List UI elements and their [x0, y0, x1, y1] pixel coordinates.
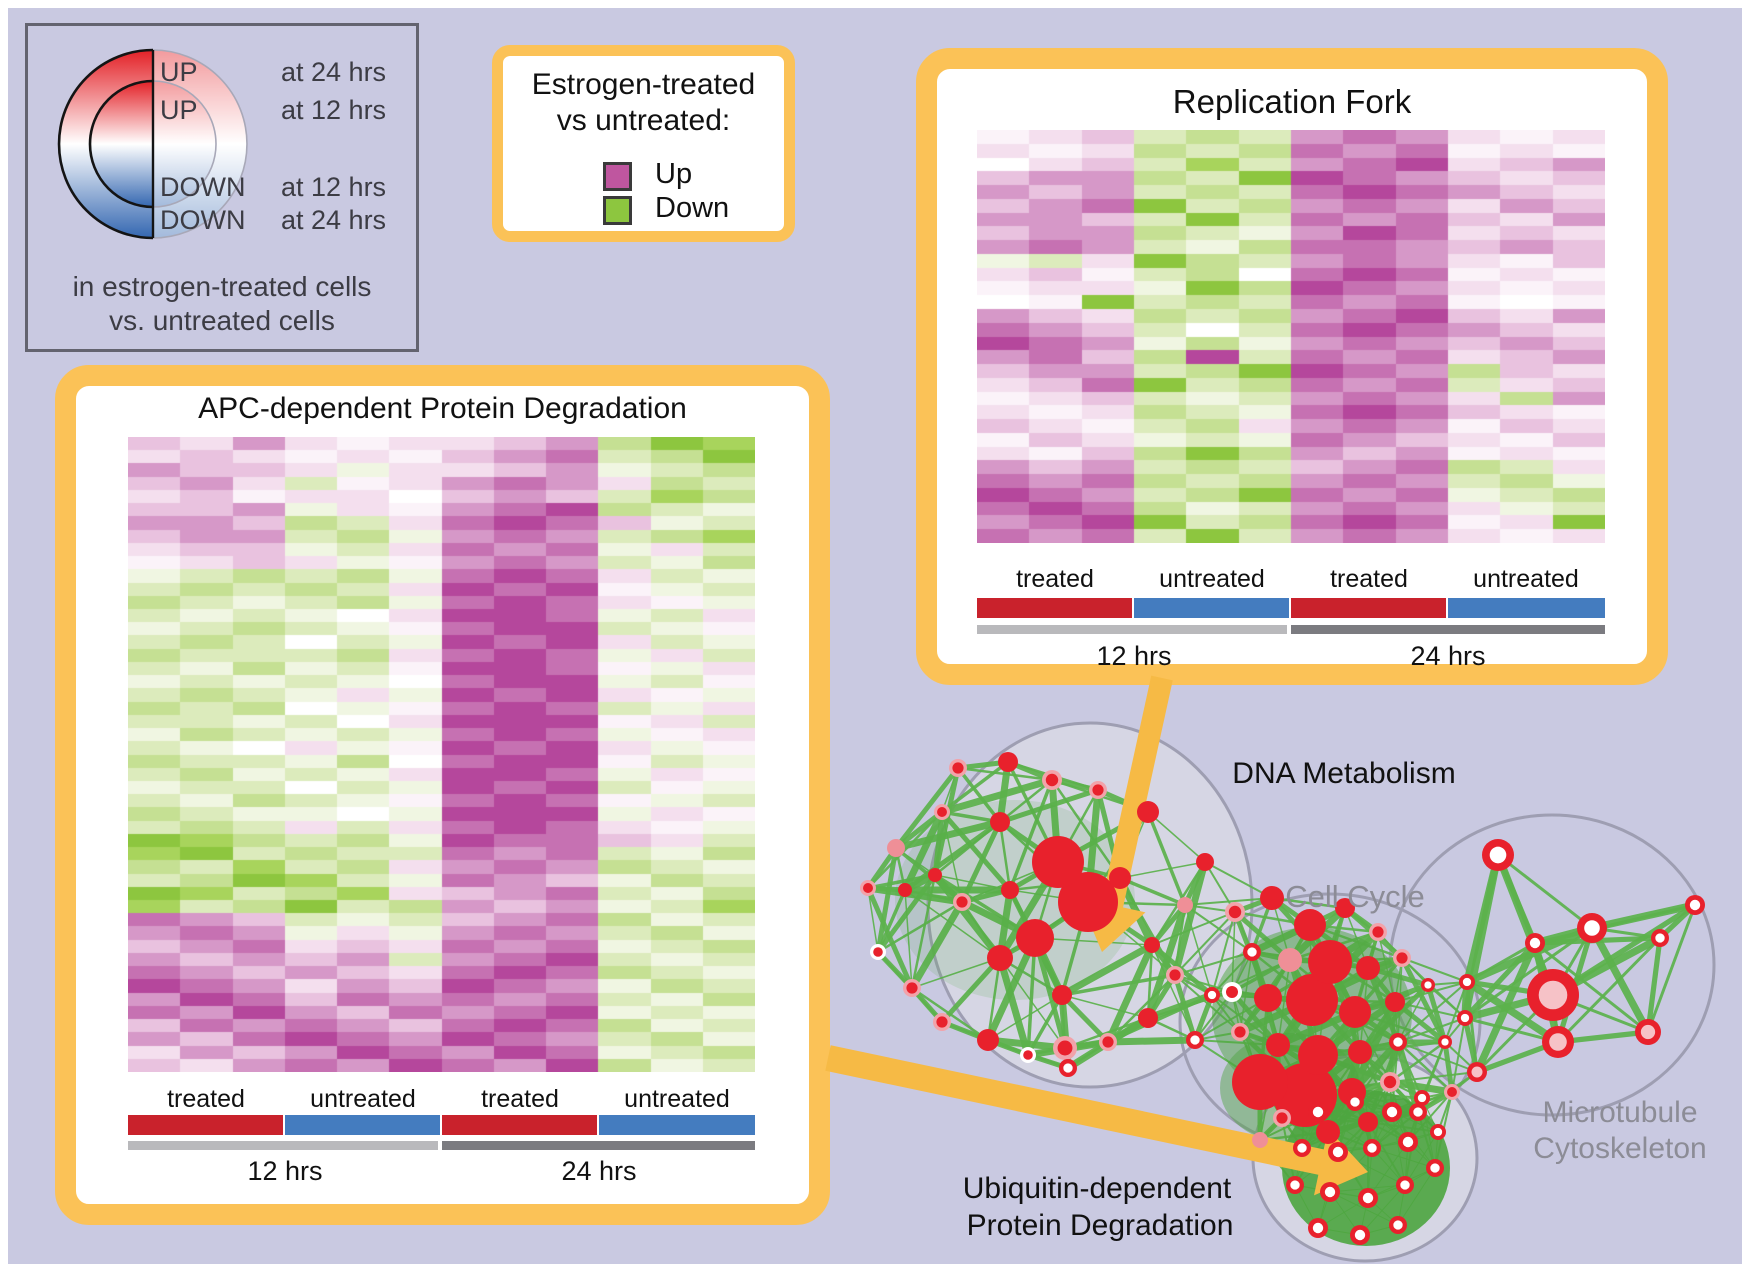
apc-panel-title: APC-dependent Protein Degradation: [198, 392, 687, 425]
rep-bar-24hrs: [1291, 625, 1605, 634]
down-color-swatch: [603, 196, 632, 225]
rep-group-label-treated-12: treated: [1016, 565, 1094, 593]
apc-bar-untreated-12: [285, 1115, 440, 1135]
apc-group-label-treated-24: treated: [481, 1085, 559, 1113]
legend-row4-time: at 24 hrs: [281, 205, 387, 235]
replication-panel-title: Replication Fork: [1172, 83, 1412, 120]
apc-group-label-treated-12: treated: [167, 1085, 245, 1113]
apc-bar-untreated-24: [599, 1115, 755, 1135]
legend-row2-direction: UP: [160, 95, 198, 125]
legend-footer-line2: vs. untreated cells: [109, 305, 335, 336]
cell-cycle-label: Cell Cycle: [1285, 879, 1425, 914]
legend-row2-time: at 12 hrs: [281, 95, 387, 125]
legend-row1-direction: UP: [160, 57, 198, 87]
microtubule-label-line1: Microtubule: [1542, 1096, 1697, 1129]
rep-group-label-untreated-12: untreated: [1159, 565, 1265, 593]
rep-bar-treated-12: [977, 598, 1132, 618]
apc-bar-treated-24: [442, 1115, 597, 1135]
estrogen-legend-box: Estrogen-treated vs untreated: Up Down: [492, 45, 795, 242]
down-swatch-label: Down: [655, 192, 730, 224]
updown-gradient-circles-icon: [57, 48, 248, 240]
apc-group-label-untreated-12: untreated: [310, 1085, 416, 1113]
legend-row3-time: at 12 hrs: [281, 172, 387, 202]
rep-group-label-treated-24: treated: [1330, 565, 1408, 593]
rep-bar-12hrs: [977, 625, 1287, 634]
apc-bar-24hrs: [442, 1141, 755, 1150]
rep-12hrs-label: 12 hrs: [1096, 641, 1172, 671]
apc-24hrs-label: 24 hrs: [561, 1156, 637, 1186]
rep-bar-untreated-24: [1448, 598, 1605, 618]
rep-bar-treated-24: [1291, 598, 1446, 618]
estrogen-legend-title-line1: Estrogen-treated: [531, 68, 756, 101]
dna-metabolism-label: DNA Metabolism: [1232, 757, 1455, 790]
legend-row3-direction: DOWN: [160, 172, 246, 202]
apc-group-label-untreated-24: untreated: [624, 1085, 730, 1113]
replication-heatmap-canvas: [977, 130, 1605, 543]
rep-bar-untreated-12: [1134, 598, 1289, 618]
ubiquitin-label-line2: Protein Degradation: [967, 1209, 1234, 1242]
apc-panel: APC-dependent Protein Degradation treate…: [55, 365, 830, 1225]
rep-24hrs-label: 24 hrs: [1410, 641, 1486, 671]
updown-legend-box: UP at 24 hrs UP at 12 hrs DOWN at 12 hrs…: [25, 23, 419, 352]
legend-row4-direction: DOWN: [160, 205, 246, 235]
estrogen-legend-title-line2: vs untreated:: [556, 104, 731, 137]
apc-bar-treated-12: [128, 1115, 283, 1135]
legend-footer-line1: in estrogen-treated cells: [72, 271, 372, 302]
up-color-swatch: [603, 162, 632, 191]
up-swatch-label: Up: [655, 158, 693, 190]
apc-bar-12hrs: [128, 1141, 438, 1150]
rep-group-label-untreated-24: untreated: [1473, 565, 1579, 593]
replication-fork-panel: Replication Fork treated untreated treat…: [916, 48, 1668, 685]
microtubule-label-line2: Cytoskeleton: [1533, 1132, 1706, 1165]
apc-12hrs-label: 12 hrs: [247, 1156, 323, 1186]
legend-row1-time: at 24 hrs: [281, 57, 387, 87]
apc-heatmap-canvas: [128, 437, 755, 1072]
ubiquitin-label-line1: Ubiquitin-dependent: [963, 1172, 1232, 1205]
